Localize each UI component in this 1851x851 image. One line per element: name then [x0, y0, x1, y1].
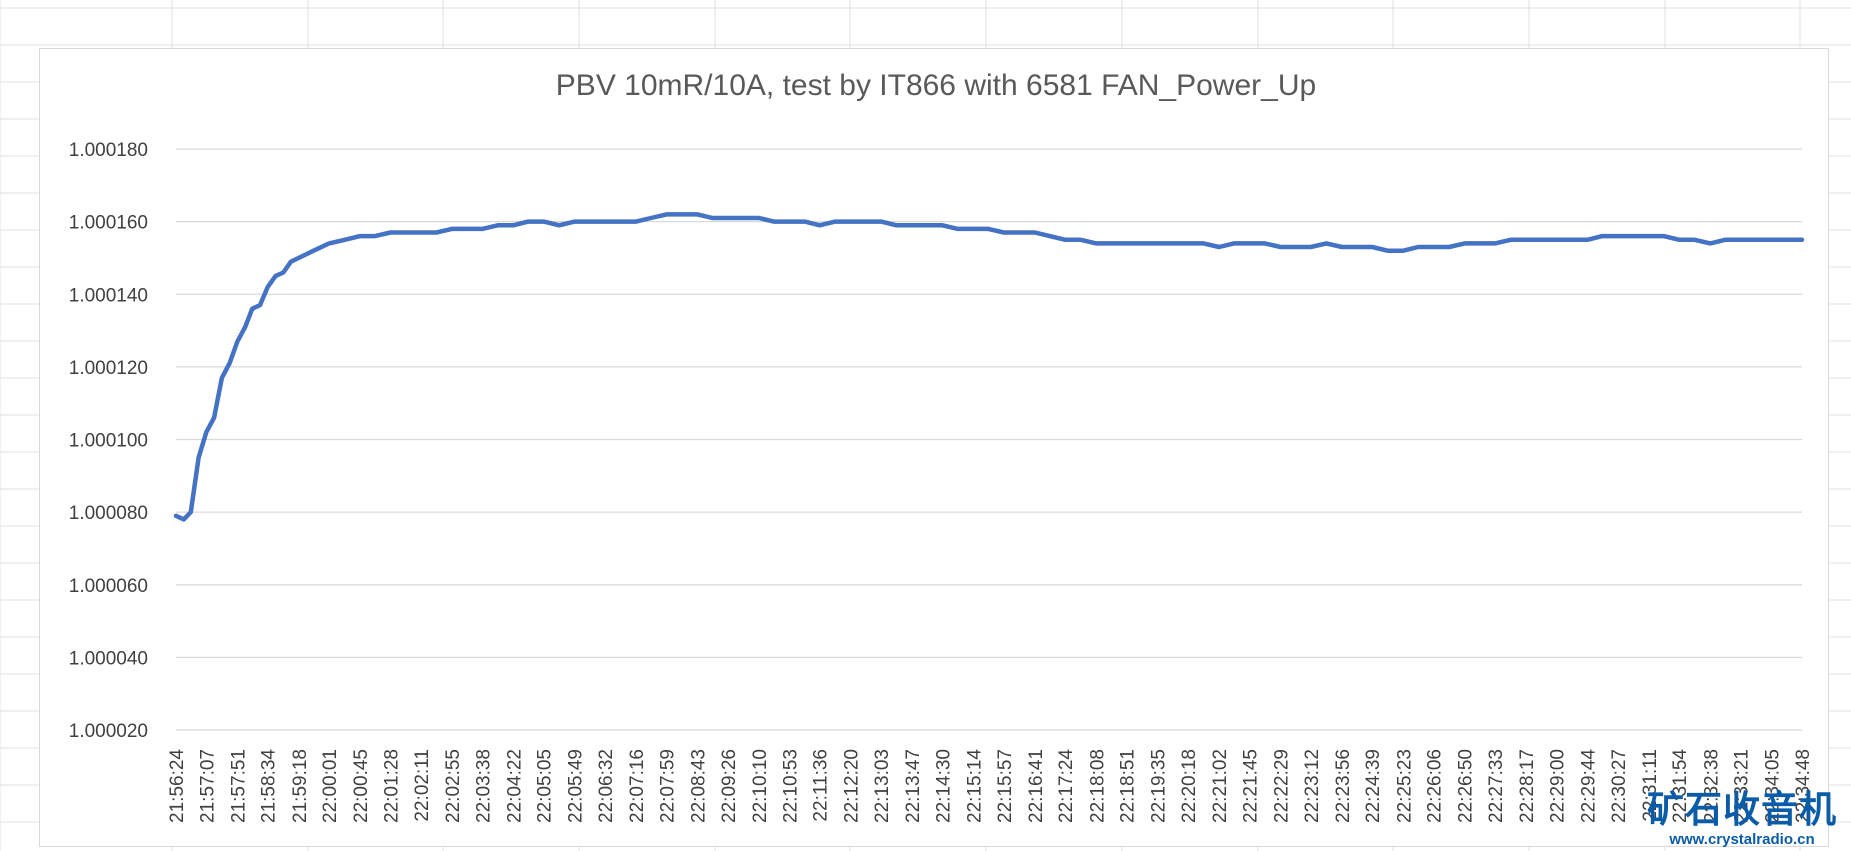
x-tick-label: 22:13:03: [872, 749, 893, 823]
x-tick-label: 22:00:01: [320, 749, 341, 823]
x-tick-label: 22:13:47: [903, 749, 924, 823]
y-tick-label: 1.000080: [69, 503, 148, 524]
x-tick-label: 22:21:02: [1210, 749, 1231, 823]
chart-title: PBV 10mR/10A, test by IT866 with 6581 FA…: [556, 69, 1316, 102]
x-tick-label: 22:02:11: [412, 749, 433, 822]
x-tick-label: 22:25:23: [1394, 749, 1415, 823]
line-chart: PBV 10mR/10A, test by IT866 with 6581 FA…: [69, 69, 1814, 823]
x-tick-label: 22:18:51: [1118, 749, 1139, 823]
x-tick-label: 22:24:39: [1363, 749, 1384, 823]
x-tick-label: 22:34:48: [1793, 749, 1814, 823]
x-tick-label: 22:11:36: [811, 749, 832, 822]
x-tick-label: 22:33:21: [1732, 749, 1753, 823]
x-tick-label: 22:09:26: [719, 749, 740, 823]
x-tick-label: 22:03:38: [473, 749, 494, 823]
y-tick-label: 1.000020: [69, 721, 148, 742]
x-tick-label: 22:16:41: [1026, 749, 1047, 823]
x-tick-label: 22:05:05: [535, 749, 556, 823]
y-tick-label: 1.000120: [69, 358, 148, 379]
x-tick-label: 22:26:50: [1456, 749, 1477, 823]
x-tick-label: 22:22:29: [1271, 749, 1292, 823]
chart-area[interactable]: PBV 10mR/10A, test by IT866 with 6581 FA…: [39, 48, 1829, 847]
x-tick-label: 22:20:18: [1179, 749, 1200, 823]
x-tick-label: 21:57:51: [228, 749, 249, 823]
x-tick-label: 21:56:24: [167, 749, 188, 823]
x-tick-label: 22:07:59: [657, 749, 678, 823]
x-tick-label: 22:15:14: [964, 749, 985, 823]
watermark-logo: 矿石收音机: [1647, 788, 1837, 831]
x-axis-tick-labels: 21:56:24 21:57:07 21:57:51 21:58:34 21:59:18…: [167, 749, 1814, 823]
x-tick-label: 22:30:27: [1609, 749, 1630, 823]
x-tick-label: 21:59:18: [290, 749, 311, 823]
watermark-url: www.crystalradio.cn: [1669, 831, 1815, 848]
x-tick-label: 22:32:38: [1701, 749, 1722, 823]
series-layer: [173, 212, 1805, 522]
x-tick-label: 22:23:12: [1302, 749, 1323, 823]
x-tick-label: 22:23:56: [1333, 749, 1354, 823]
x-tick-label: 22:19:35: [1149, 749, 1170, 823]
x-tick-label: 21:57:07: [197, 749, 218, 823]
y-tick-label: 1.000060: [69, 576, 148, 597]
x-tick-label: 22:07:16: [627, 749, 648, 823]
x-tick-label: 22:15:57: [995, 749, 1016, 823]
x-tick-label: 22:00:45: [351, 749, 372, 823]
x-tick-label: 22:26:06: [1425, 749, 1446, 823]
x-tick-label: 22:31:11: [1640, 749, 1661, 822]
gridlines: [176, 148, 1802, 731]
x-tick-label: 22:17:24: [1056, 749, 1077, 823]
y-tick-label: 1.000140: [69, 285, 148, 306]
x-tick-label: 22:28:17: [1517, 749, 1538, 823]
y-tick-label: 1.000040: [69, 648, 148, 669]
x-tick-label: 22:29:44: [1578, 749, 1599, 823]
x-tick-label: 22:10:10: [750, 749, 771, 823]
x-tick-label: 22:29:00: [1547, 749, 1568, 823]
x-tick-label: 22:04:22: [504, 749, 525, 823]
x-tick-label: 22:02:55: [443, 749, 464, 823]
x-tick-label: 22:21:45: [1240, 749, 1261, 823]
x-tick-label: 22:10:53: [780, 749, 801, 823]
x-tick-label: 22:14:30: [933, 749, 954, 823]
series-line: [173, 212, 1805, 522]
x-tick-label: 22:08:43: [689, 749, 710, 823]
x-tick-label: 22:05:49: [566, 749, 587, 823]
x-tick-label: 22:12:20: [842, 749, 863, 823]
x-tick-label: 22:31:54: [1670, 749, 1691, 823]
y-tick-label: 1.000160: [69, 213, 148, 234]
x-tick-label: 22:06:32: [596, 749, 617, 823]
watermark: 矿石收音机 www.crystalradio.cn: [1647, 789, 1837, 849]
x-tick-label: 22:34:05: [1763, 749, 1784, 823]
y-axis-tick-labels: 1.000180 1.000160 1.000140 1.000120 1.000100…: [69, 140, 148, 742]
y-tick-label: 1.000180: [69, 140, 148, 161]
x-tick-label: 21:58:34: [259, 749, 280, 823]
x-tick-label: 22:01:28: [382, 749, 403, 823]
x-tick-label: 22:27:33: [1486, 749, 1507, 823]
x-tick-label: 22:18:08: [1087, 749, 1108, 823]
y-tick-label: 1.000100: [69, 431, 148, 452]
